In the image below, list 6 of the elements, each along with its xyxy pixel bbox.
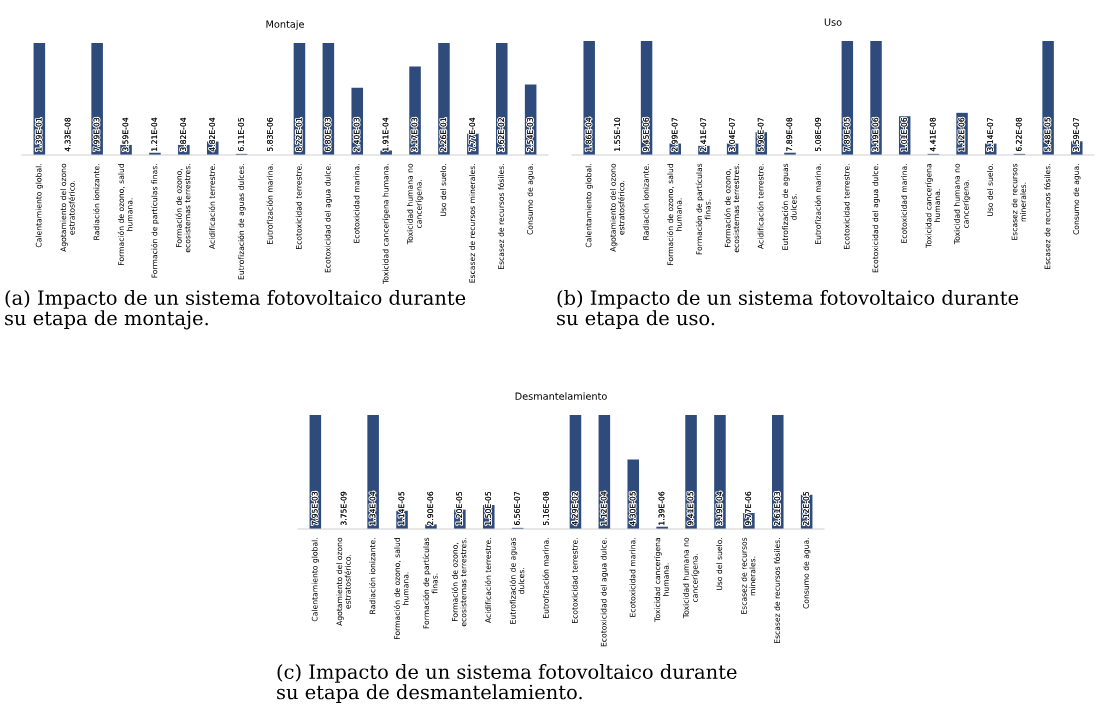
text: (c) Impacto de un sistema fotovoltaico durante su etapa de desmantelamiento. bbox=[277, 664, 737, 704]
text: (b) Impacto de un sistema fotovoltaico durante su etapa de uso. bbox=[557, 290, 1019, 330]
text: (a) Impacto de un sistema fotovoltaico durante su etapa de montaje. bbox=[5, 290, 466, 330]
chart-title: Uso bbox=[824, 18, 842, 26]
chart-title: Desmantelamiento bbox=[515, 392, 607, 400]
chart-title: Montaje bbox=[266, 20, 304, 30]
